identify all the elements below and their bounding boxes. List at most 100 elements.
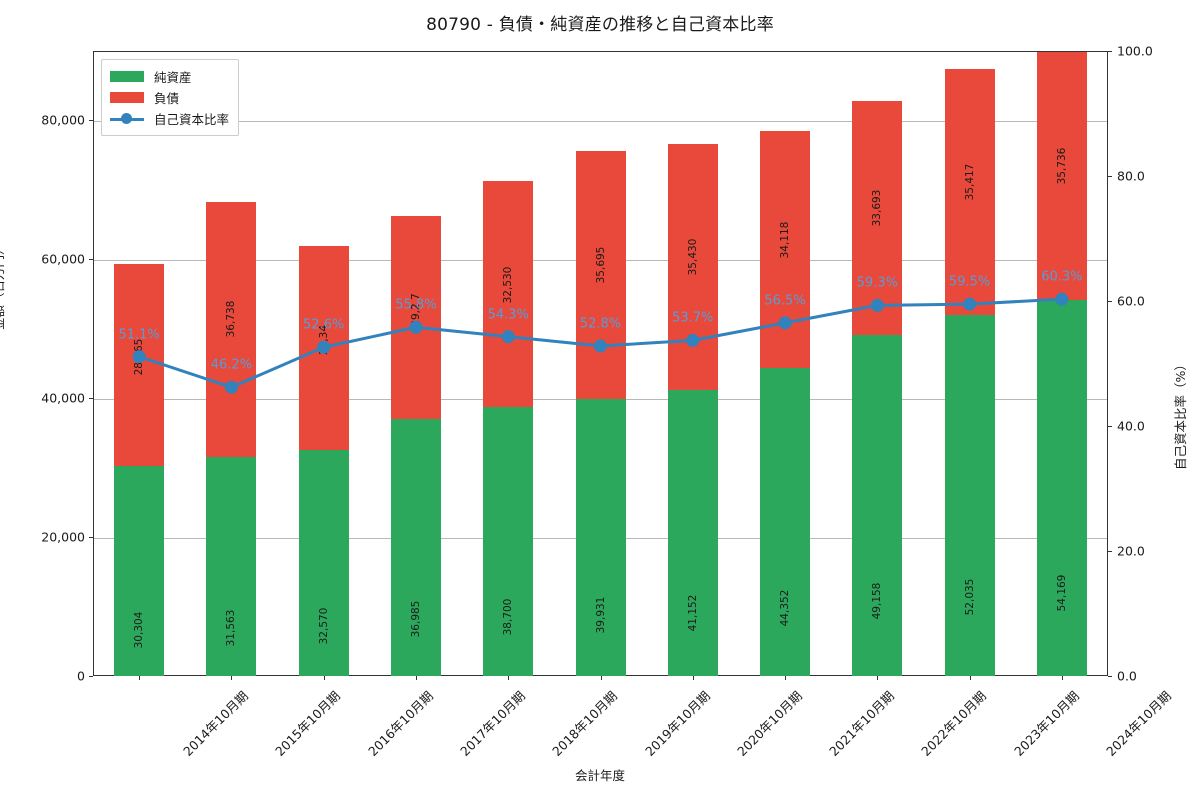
legend-line-dot-icon bbox=[110, 113, 144, 124]
bar-segment-equity[interactable] bbox=[483, 407, 534, 676]
ratio-value-label: 59.3% bbox=[856, 275, 898, 291]
x-axis-tickmark bbox=[415, 676, 417, 680]
y-axis-tick-left: 0 bbox=[77, 668, 85, 684]
y-axis-tickmark-right bbox=[1108, 51, 1112, 52]
bar-segment-equity[interactable] bbox=[206, 456, 257, 676]
x-axis-tickmark bbox=[785, 676, 787, 680]
bar-value-label-equity: 36,985 bbox=[409, 601, 422, 638]
x-axis-tick-label: 2019年10月期 bbox=[641, 688, 713, 759]
bar-value-label-debt: 35,736 bbox=[1055, 147, 1068, 185]
ratio-value-label: 54.3% bbox=[487, 307, 529, 323]
bar-value-label-equity: 52,035 bbox=[963, 578, 976, 615]
page-title: 80790 - 負債・純資産の推移と自己資本比率 bbox=[426, 15, 774, 35]
ratio-value-label: 53.7% bbox=[672, 310, 714, 326]
bar-value-label-debt: 36,738 bbox=[225, 300, 238, 338]
bar-value-label-equity: 54,169 bbox=[1055, 574, 1068, 612]
bar-segment-equity[interactable] bbox=[944, 314, 995, 676]
bar-value-label-equity: 30,304 bbox=[133, 611, 146, 649]
legend-label-equity: 純資産 bbox=[154, 70, 192, 85]
bar-value-label-debt: 35,430 bbox=[686, 238, 699, 276]
bar-value-label-debt: 33,693 bbox=[871, 189, 884, 227]
ratio-value-label: 46.2% bbox=[210, 357, 253, 373]
y-axis-tick-right: 100.0 bbox=[1117, 43, 1153, 59]
x-axis-tickmark bbox=[139, 676, 141, 680]
ratio-value-label: 60.3% bbox=[1041, 269, 1083, 285]
x-axis-tick-label: 2016年10月期 bbox=[364, 688, 436, 759]
y-axis-tickmark-right bbox=[1108, 551, 1112, 552]
x-axis-tick-label: 2021年10月期 bbox=[826, 688, 897, 759]
bar-value-label-equity: 38,700 bbox=[502, 598, 515, 636]
y-axis-tickmark-right bbox=[1108, 176, 1112, 177]
legend-item-debt[interactable]: 負債 bbox=[110, 87, 229, 108]
bar-segment-equity[interactable] bbox=[760, 368, 811, 676]
x-axis-tickmark bbox=[877, 676, 879, 680]
ratio-value-label: 56.5% bbox=[764, 293, 806, 309]
bar-value-label-equity: 31,563 bbox=[225, 609, 238, 647]
bar-segment-debt[interactable] bbox=[944, 68, 995, 315]
y-axis-tick-right: 80.0 bbox=[1117, 168, 1145, 184]
legend-swatch-red-icon bbox=[110, 92, 144, 103]
y-axis-tickmark-left bbox=[89, 676, 93, 677]
bar-value-label-debt: 35,417 bbox=[963, 163, 976, 201]
y-axis-tick-left: 60,000 bbox=[41, 251, 85, 267]
ratio-value-label: 52.8% bbox=[579, 316, 622, 332]
bar-segment-equity[interactable] bbox=[298, 449, 349, 676]
x-axis-tickmark bbox=[231, 676, 233, 680]
bar-segment-equity[interactable] bbox=[114, 465, 165, 676]
x-axis-tick-label: 2020年10月期 bbox=[733, 688, 805, 759]
bar-segment-debt[interactable] bbox=[852, 100, 903, 335]
y-axis-tickmark-right bbox=[1108, 301, 1112, 302]
y-axis-tickmark-right bbox=[1108, 676, 1112, 677]
y-axis-tick-right: 0.0 bbox=[1117, 668, 1137, 684]
y-axis-tickmark-left bbox=[89, 398, 93, 400]
x-axis-tickmark bbox=[600, 676, 602, 680]
bar-value-label-equity: 44,352 bbox=[779, 589, 792, 627]
y-axis-tick-left: 80,000 bbox=[41, 112, 85, 128]
legend-label-debt: 負債 bbox=[154, 91, 180, 106]
y-axis-label-right: 自己資本比率（%） bbox=[1173, 358, 1188, 470]
bar-segment-equity[interactable] bbox=[575, 398, 626, 676]
y-axis-tickmark-left bbox=[89, 120, 93, 122]
x-axis-tick-label: 2018年10月期 bbox=[549, 688, 621, 759]
ratio-value-label: 55.8% bbox=[395, 297, 437, 313]
bar-value-label-debt: 32,530 bbox=[502, 266, 515, 304]
legend-item-equity[interactable]: 純資産 bbox=[110, 66, 229, 87]
x-axis-tickmark bbox=[1061, 676, 1063, 680]
bar-segment-equity[interactable] bbox=[852, 334, 903, 676]
bar-value-label-equity: 49,158 bbox=[871, 582, 884, 620]
chart-legend: 純資産 負債 自己資本比率 bbox=[101, 59, 240, 136]
bar-segment-debt[interactable] bbox=[1036, 51, 1087, 300]
x-axis-tick-label: 2017年10月期 bbox=[457, 688, 528, 759]
y-axis-tick-right: 60.0 bbox=[1117, 293, 1145, 309]
bar-value-label-equity: 41,152 bbox=[686, 594, 699, 632]
x-axis-tickmark bbox=[323, 676, 325, 680]
bar-segment-equity[interactable] bbox=[390, 419, 441, 676]
x-axis-tickmark bbox=[969, 676, 971, 680]
legend-label-equity-ratio: 自己資本比率 bbox=[154, 112, 230, 127]
bar-value-label-equity: 32,570 bbox=[317, 607, 330, 645]
legend-swatch-green-icon bbox=[110, 71, 144, 82]
y-axis-tick-right: 20.0 bbox=[1117, 543, 1145, 559]
bar-segment-equity[interactable] bbox=[667, 390, 718, 676]
x-axis-tickmark bbox=[692, 676, 694, 680]
gridline bbox=[94, 121, 1107, 123]
y-axis-tick-left: 20,000 bbox=[41, 529, 85, 545]
y-axis-tickmark-left bbox=[89, 537, 93, 539]
bar-value-label-equity: 39,931 bbox=[594, 596, 607, 634]
bar-value-label-debt: 34,118 bbox=[779, 221, 792, 259]
bar-value-label-debt: 35,695 bbox=[594, 246, 607, 284]
x-axis-label: 会計年度 bbox=[574, 768, 625, 783]
y-axis-tick-left: 40,000 bbox=[41, 390, 85, 406]
y-axis-tickmark-left bbox=[89, 259, 93, 261]
ratio-value-label: 51.1% bbox=[118, 327, 160, 343]
legend-item-equity-ratio[interactable]: 自己資本比率 bbox=[110, 108, 229, 129]
bar-segment-equity[interactable] bbox=[1036, 299, 1087, 676]
x-axis-tick-label: 2024年10月期 bbox=[1102, 688, 1174, 759]
x-axis-tick-label: 2023年10月期 bbox=[1010, 688, 1082, 759]
y-axis-tick-right: 40.0 bbox=[1117, 418, 1145, 434]
bar-value-label-debt: 28,965 bbox=[133, 338, 146, 376]
x-axis-tick-label: 2015年10月期 bbox=[272, 688, 344, 759]
ratio-value-label: 59.5% bbox=[948, 274, 991, 290]
ratio-value-label: 52.6% bbox=[303, 317, 345, 333]
